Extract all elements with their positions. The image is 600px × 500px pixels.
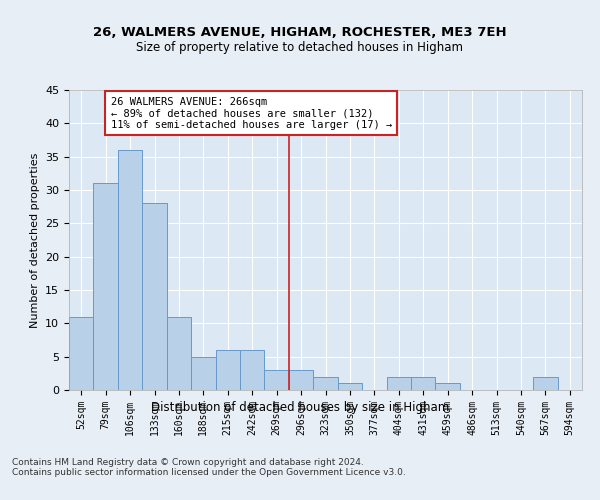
Bar	[338, 384, 362, 390]
Bar	[191, 356, 215, 390]
Bar	[533, 376, 557, 390]
Bar	[240, 350, 265, 390]
Bar	[167, 316, 191, 390]
Text: Distribution of detached houses by size in Higham: Distribution of detached houses by size …	[151, 401, 449, 414]
Bar	[436, 384, 460, 390]
Bar	[265, 370, 289, 390]
Text: 26, WALMERS AVENUE, HIGHAM, ROCHESTER, ME3 7EH: 26, WALMERS AVENUE, HIGHAM, ROCHESTER, M…	[93, 26, 507, 39]
Bar	[289, 370, 313, 390]
Bar	[386, 376, 411, 390]
Bar	[142, 204, 167, 390]
Bar	[411, 376, 436, 390]
Bar	[118, 150, 142, 390]
Text: Contains HM Land Registry data © Crown copyright and database right 2024.
Contai: Contains HM Land Registry data © Crown c…	[12, 458, 406, 477]
Bar	[313, 376, 338, 390]
Y-axis label: Number of detached properties: Number of detached properties	[29, 152, 40, 328]
Bar	[94, 184, 118, 390]
Bar	[69, 316, 94, 390]
Text: 26 WALMERS AVENUE: 266sqm
← 89% of detached houses are smaller (132)
11% of semi: 26 WALMERS AVENUE: 266sqm ← 89% of detac…	[110, 96, 392, 130]
Text: Size of property relative to detached houses in Higham: Size of property relative to detached ho…	[137, 41, 464, 54]
Bar	[215, 350, 240, 390]
